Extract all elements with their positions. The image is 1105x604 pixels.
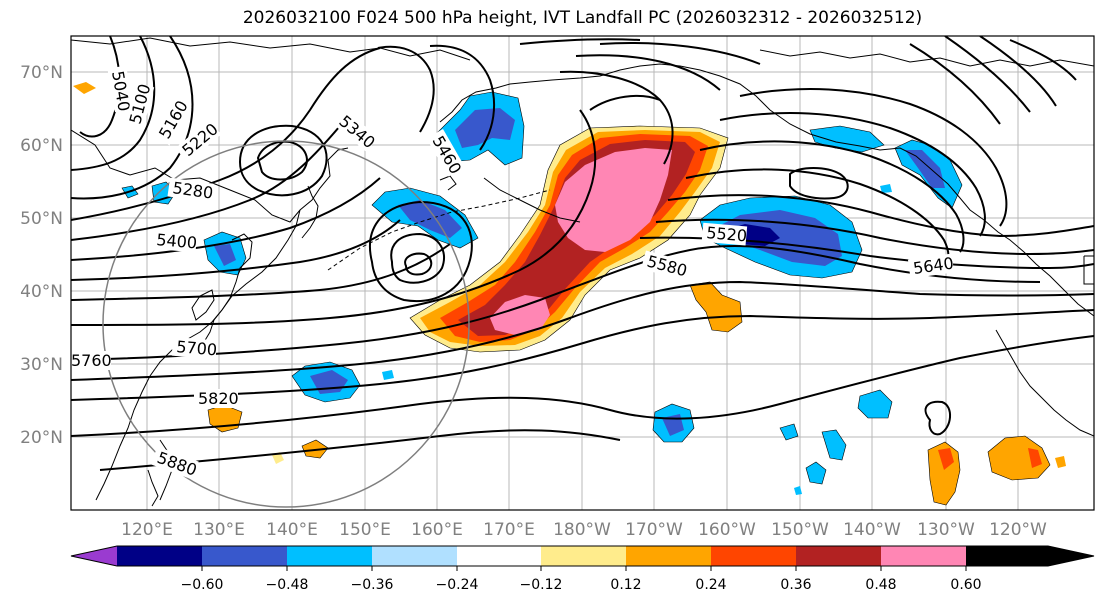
colorbar-bin [372, 546, 457, 566]
lon-label-140e: 140°E [266, 520, 318, 540]
height-contours [71, 36, 1094, 471]
coastlines [71, 37, 1094, 507]
lon-label-160w: 160°W [698, 520, 756, 540]
lon-label-120e: 120°E [121, 520, 173, 540]
lon-label-150e: 150°E [339, 520, 391, 540]
lon-label-170e: 170°E [483, 520, 535, 540]
reference-circle [102, 140, 470, 508]
contour-label-5820: 5820 [198, 389, 239, 408]
colorbar-tick-label: 0.48 [865, 577, 896, 593]
lon-label-140w: 140°W [843, 520, 901, 540]
lon-label-130e: 130°E [193, 520, 245, 540]
colorbar-tick-label: −0.24 [436, 577, 479, 593]
colorbar-bin [287, 546, 372, 566]
positive-ivt-field [73, 82, 1066, 506]
lat-label-60n: 60°N [20, 136, 63, 156]
lon-label-150w: 150°W [771, 520, 829, 540]
lon-label-120w: 120°W [989, 520, 1047, 540]
colorbar-bin [457, 546, 541, 566]
colorbar-extend-high [966, 546, 1094, 566]
colorbar-tick-label: 0.36 [780, 577, 811, 593]
dashed-boundary [327, 189, 551, 271]
colorbar-bin [796, 546, 881, 566]
lat-label-70n: 70°N [20, 63, 63, 83]
contour-label-5760: 5760 [71, 351, 112, 370]
colorbar-tick-label: −0.60 [181, 577, 224, 593]
lat-label-40n: 40°N [20, 282, 63, 302]
colorbar-tick-label: 0.24 [695, 577, 726, 593]
colorbar-tick-label: −0.12 [520, 577, 563, 593]
lat-label-50n: 50°N [20, 209, 63, 229]
contour-label-5700: 5700 [176, 337, 218, 359]
colorbar-bin [711, 546, 796, 566]
lon-label-160e: 160°E [411, 520, 463, 540]
colorbar-tick-label: 0.12 [610, 577, 641, 593]
map-title: 2026032100 F024 500 hPa height, IVT Land… [242, 8, 923, 28]
lat-label-20n: 20°N [20, 428, 63, 448]
colorbar-tick-label: −0.48 [266, 577, 309, 593]
lon-label-180w: 180°W [553, 520, 611, 540]
colorbar-bin [541, 546, 626, 566]
lon-label-170w: 170°W [625, 520, 683, 540]
lon-label-130w: 130°W [917, 520, 975, 540]
colorbar: −0.60 −0.48 −0.36 −0.24 −0.12 0.12 0.24 … [70, 545, 1095, 593]
contour-label-5400: 5400 [156, 230, 198, 252]
colorbar-outline [70, 545, 1095, 567]
contour-label-5520: 5520 [706, 223, 748, 245]
colorbar-tick-label: −0.36 [351, 577, 394, 593]
colorbar-bin [117, 546, 202, 566]
map-frame [70, 35, 1095, 511]
colorbar-extend-low [71, 546, 117, 566]
colorbar-bin [626, 546, 711, 566]
colorbar-tick-label: 0.60 [950, 577, 981, 593]
lat-label-30n: 30°N [20, 355, 63, 375]
colorbar-bin [202, 546, 287, 566]
colorbar-bin [881, 546, 966, 566]
